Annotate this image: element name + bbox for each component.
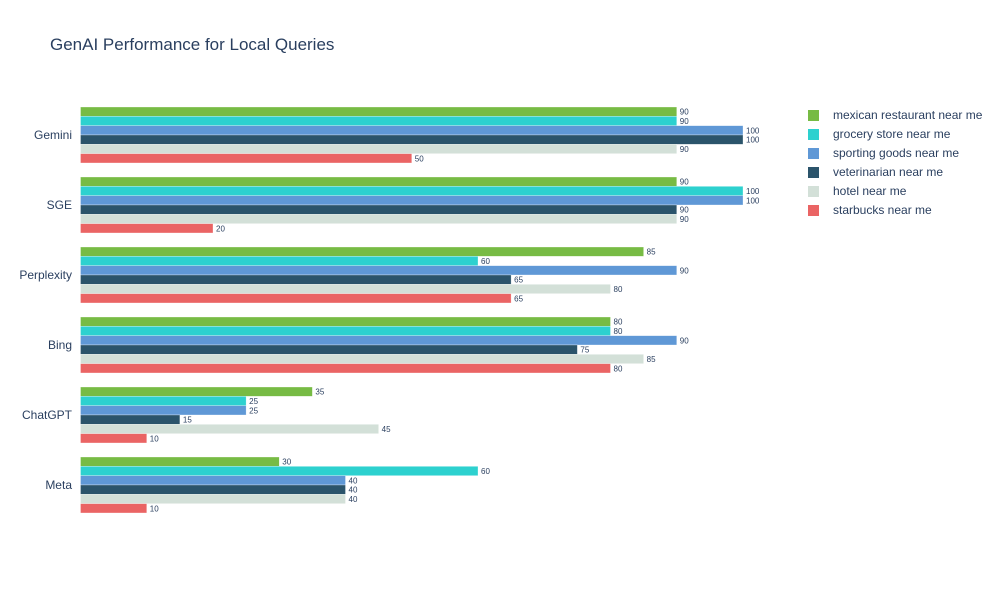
legend-swatch[interactable] [808, 205, 819, 216]
bar [80, 335, 677, 346]
bar [80, 424, 379, 434]
bar [80, 144, 677, 154]
bar [80, 214, 677, 224]
bar [80, 456, 280, 467]
data-label: 90 [680, 108, 689, 117]
data-label: 45 [382, 425, 391, 434]
data-label: 90 [680, 145, 689, 154]
data-label: 65 [514, 294, 523, 303]
data-label: 100 [746, 126, 760, 135]
bar [80, 153, 412, 164]
bar [80, 293, 512, 304]
data-label: 90 [680, 206, 689, 215]
data-label: 80 [614, 327, 623, 336]
y-tick-label: ChatGPT [22, 408, 73, 422]
bar [80, 494, 346, 504]
legend-item-label[interactable]: starbucks near me [833, 203, 932, 217]
legend-swatch[interactable] [808, 110, 819, 121]
data-label: 25 [249, 397, 258, 406]
data-label: 80 [614, 318, 623, 327]
bar [80, 396, 247, 406]
bar [80, 265, 677, 276]
bar [80, 134, 744, 145]
data-label: 90 [680, 266, 689, 275]
data-label: 80 [614, 364, 623, 373]
bar [80, 246, 644, 257]
data-label: 65 [514, 276, 523, 285]
legend-swatch[interactable] [808, 148, 819, 159]
bar [80, 284, 611, 294]
data-label: 25 [249, 406, 258, 415]
data-label: 85 [647, 355, 656, 364]
data-label: 90 [680, 336, 689, 345]
data-label: 75 [580, 346, 589, 355]
bar [80, 475, 346, 486]
data-label: 50 [415, 154, 424, 163]
bar [80, 484, 346, 495]
legend-item-label[interactable]: sporting goods near me [833, 146, 959, 160]
y-tick-label: Gemini [34, 128, 72, 142]
bar [80, 405, 247, 416]
bar [80, 414, 181, 425]
legend-swatch[interactable] [808, 167, 819, 178]
data-label: 100 [746, 196, 760, 205]
bar [80, 106, 677, 117]
y-tick-label: Meta [45, 478, 72, 492]
data-label: 90 [680, 178, 689, 187]
bar [80, 433, 147, 444]
y-tick-label: SGE [47, 198, 72, 212]
legend-item-label[interactable]: grocery store near me [833, 127, 951, 141]
bar [80, 256, 479, 266]
data-label: 60 [481, 467, 490, 476]
data-label: 10 [150, 504, 159, 513]
legend-item-label[interactable]: hotel near me [833, 184, 907, 198]
data-label: 20 [216, 224, 225, 233]
data-label: 15 [183, 416, 192, 425]
chart-title: GenAI Performance for Local Queries [50, 35, 335, 54]
bar [80, 223, 214, 234]
bar [80, 386, 313, 397]
data-label: 40 [349, 476, 358, 485]
bar [80, 363, 611, 374]
y-tick-label: Bing [48, 338, 72, 352]
bar [80, 176, 677, 187]
data-label: 40 [349, 495, 358, 504]
y-tick-label: Perplexity [19, 268, 72, 282]
bar [80, 466, 479, 476]
bar [80, 195, 744, 206]
bar [80, 116, 677, 126]
bar [80, 354, 644, 364]
data-label: 10 [150, 434, 159, 443]
data-label: 40 [349, 486, 358, 495]
data-label: 90 [680, 215, 689, 224]
bar [80, 204, 677, 215]
data-label: 90 [680, 117, 689, 126]
bar [80, 344, 578, 355]
data-label: 100 [746, 136, 760, 145]
bar [80, 316, 611, 327]
data-label: 30 [282, 458, 291, 467]
bar [80, 186, 744, 196]
legend-swatch[interactable] [808, 129, 819, 140]
bar [80, 503, 147, 514]
data-label: 80 [614, 285, 623, 294]
data-label: 85 [647, 248, 656, 257]
bar [80, 326, 611, 336]
data-label: 35 [315, 388, 324, 397]
legend-item-label[interactable]: mexican restaurant near me [833, 108, 983, 122]
legend-swatch[interactable] [808, 186, 819, 197]
data-label: 60 [481, 257, 490, 266]
legend-item-label[interactable]: veterinarian near me [833, 165, 943, 179]
data-label: 100 [746, 187, 760, 196]
bar [80, 125, 744, 136]
bar [80, 274, 512, 285]
